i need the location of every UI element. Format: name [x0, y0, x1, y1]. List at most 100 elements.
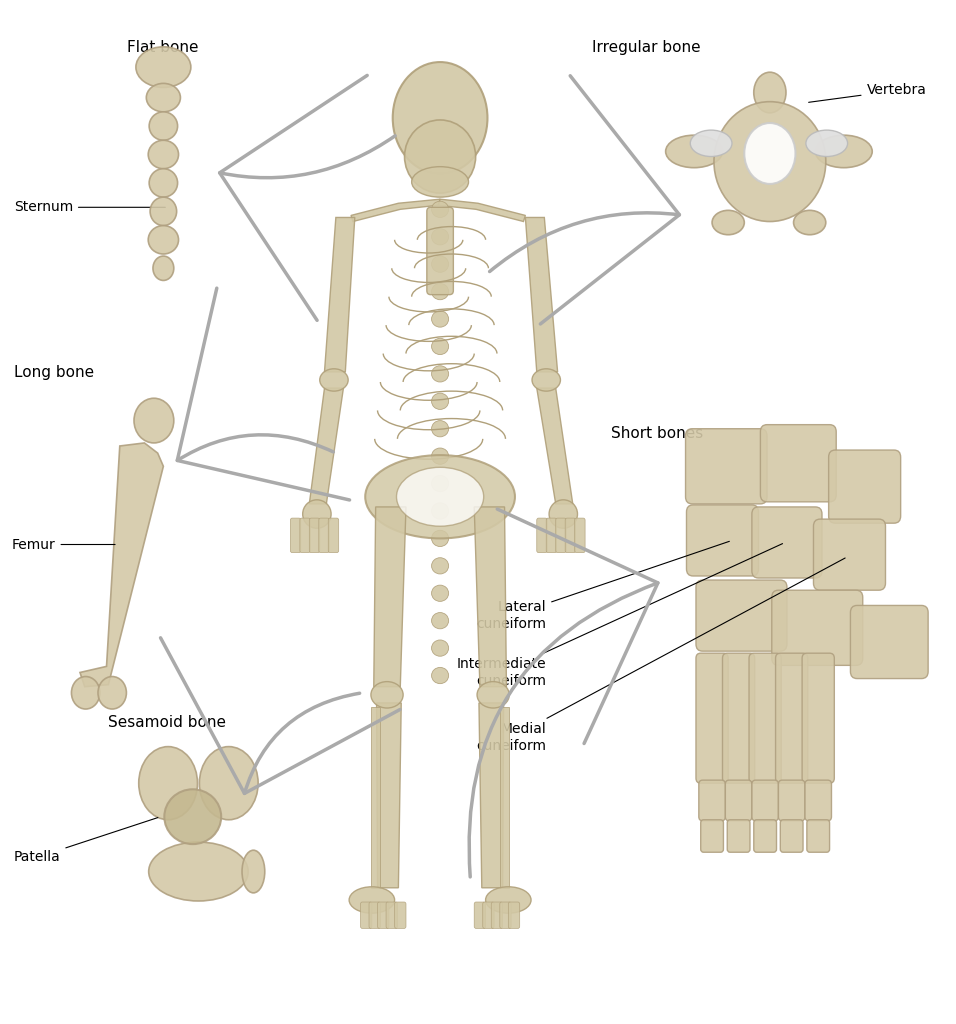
Text: Flat bone: Flat bone	[127, 40, 199, 54]
Text: Medial
cuneiform: Medial cuneiform	[476, 558, 845, 753]
FancyBboxPatch shape	[300, 518, 311, 553]
FancyBboxPatch shape	[378, 902, 389, 929]
FancyArrowPatch shape	[177, 288, 350, 500]
Ellipse shape	[431, 585, 448, 601]
FancyBboxPatch shape	[555, 518, 566, 553]
Polygon shape	[474, 507, 507, 687]
Ellipse shape	[753, 73, 786, 113]
FancyArrowPatch shape	[161, 638, 400, 794]
FancyArrowPatch shape	[489, 76, 680, 324]
Ellipse shape	[150, 198, 177, 225]
Ellipse shape	[431, 338, 448, 354]
FancyBboxPatch shape	[369, 902, 380, 929]
Polygon shape	[536, 388, 573, 504]
Ellipse shape	[806, 130, 848, 157]
Text: Intermediate
cuneiform: Intermediate cuneiform	[457, 544, 783, 687]
FancyBboxPatch shape	[753, 820, 776, 852]
Text: Femur: Femur	[11, 538, 115, 552]
FancyBboxPatch shape	[807, 820, 830, 852]
FancyBboxPatch shape	[386, 902, 398, 929]
Polygon shape	[310, 388, 343, 504]
Ellipse shape	[148, 225, 179, 254]
Text: Sternum: Sternum	[13, 201, 165, 214]
FancyBboxPatch shape	[726, 780, 751, 821]
FancyBboxPatch shape	[750, 653, 781, 783]
Ellipse shape	[134, 398, 174, 443]
FancyBboxPatch shape	[565, 518, 576, 553]
Ellipse shape	[319, 369, 348, 391]
Polygon shape	[438, 200, 526, 221]
FancyBboxPatch shape	[723, 653, 754, 783]
Ellipse shape	[714, 101, 826, 221]
FancyBboxPatch shape	[310, 518, 319, 553]
Ellipse shape	[532, 369, 560, 391]
Ellipse shape	[303, 500, 331, 528]
Polygon shape	[479, 702, 504, 888]
Ellipse shape	[431, 449, 448, 464]
FancyBboxPatch shape	[360, 902, 372, 929]
Ellipse shape	[98, 677, 126, 709]
Polygon shape	[500, 707, 510, 888]
FancyBboxPatch shape	[696, 580, 787, 651]
Ellipse shape	[431, 475, 448, 492]
Ellipse shape	[431, 201, 448, 217]
Ellipse shape	[431, 558, 448, 574]
Ellipse shape	[431, 284, 448, 300]
Ellipse shape	[712, 210, 745, 234]
FancyBboxPatch shape	[701, 820, 724, 852]
Ellipse shape	[393, 62, 488, 174]
FancyBboxPatch shape	[760, 425, 836, 502]
Ellipse shape	[371, 682, 403, 708]
Ellipse shape	[242, 850, 265, 893]
Ellipse shape	[149, 112, 178, 140]
Ellipse shape	[148, 140, 179, 169]
FancyBboxPatch shape	[780, 820, 803, 852]
Polygon shape	[324, 217, 355, 372]
FancyBboxPatch shape	[728, 820, 750, 852]
Ellipse shape	[549, 500, 577, 528]
FancyBboxPatch shape	[575, 518, 585, 553]
FancyBboxPatch shape	[699, 780, 726, 821]
Ellipse shape	[431, 393, 448, 410]
Text: Patella: Patella	[13, 817, 158, 864]
Text: Long bone: Long bone	[13, 365, 94, 380]
FancyBboxPatch shape	[318, 518, 329, 553]
FancyBboxPatch shape	[491, 902, 503, 929]
Ellipse shape	[793, 210, 826, 234]
Ellipse shape	[431, 366, 448, 382]
FancyBboxPatch shape	[829, 450, 901, 523]
FancyBboxPatch shape	[751, 507, 822, 578]
Ellipse shape	[72, 677, 99, 709]
Polygon shape	[80, 443, 163, 687]
Ellipse shape	[665, 135, 723, 168]
FancyBboxPatch shape	[328, 518, 338, 553]
Polygon shape	[374, 507, 406, 687]
Ellipse shape	[431, 503, 448, 519]
FancyBboxPatch shape	[814, 519, 885, 590]
Ellipse shape	[431, 421, 448, 437]
Ellipse shape	[153, 256, 174, 281]
FancyBboxPatch shape	[500, 902, 511, 929]
Ellipse shape	[431, 668, 448, 684]
Text: Irregular bone: Irregular bone	[592, 40, 701, 54]
Ellipse shape	[164, 790, 221, 844]
FancyBboxPatch shape	[426, 207, 453, 295]
FancyBboxPatch shape	[686, 505, 758, 575]
Ellipse shape	[431, 228, 448, 245]
Ellipse shape	[412, 167, 468, 198]
Polygon shape	[377, 702, 402, 888]
Ellipse shape	[690, 130, 732, 157]
Text: Vertebra: Vertebra	[809, 84, 926, 102]
Text: Lateral
cuneiform: Lateral cuneiform	[476, 542, 729, 631]
FancyBboxPatch shape	[536, 518, 547, 553]
Ellipse shape	[431, 256, 448, 272]
Ellipse shape	[136, 47, 191, 87]
Ellipse shape	[431, 640, 448, 656]
FancyBboxPatch shape	[805, 780, 832, 821]
Ellipse shape	[431, 530, 448, 547]
FancyArrowPatch shape	[469, 509, 658, 877]
Ellipse shape	[365, 455, 515, 539]
Ellipse shape	[149, 169, 178, 198]
FancyArrowPatch shape	[220, 76, 395, 321]
Polygon shape	[371, 707, 380, 888]
